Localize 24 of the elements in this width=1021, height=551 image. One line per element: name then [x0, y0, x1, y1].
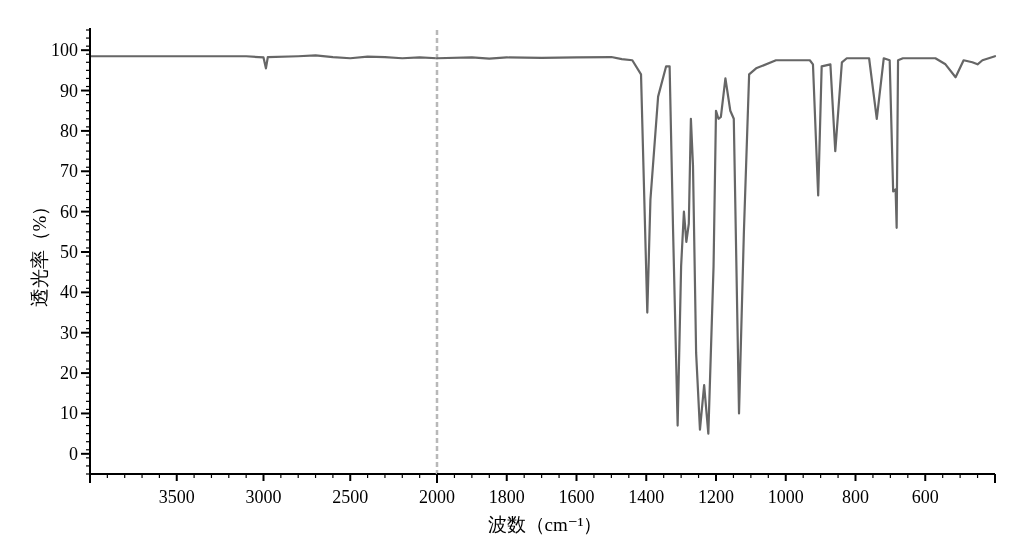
y-tick-label: 60 [60, 201, 78, 222]
x-tick-label: 1600 [558, 487, 595, 507]
y-tick-label: 10 [60, 403, 78, 424]
y-tick-label: 80 [60, 120, 78, 141]
y-tick-label: 0 [69, 443, 78, 464]
y-tick-label: 90 [60, 80, 78, 101]
y-tick-label: 20 [60, 363, 78, 384]
x-tick-label: 800 [842, 487, 869, 507]
y-tick-label: 100 [51, 40, 78, 61]
x-tick-label: 1400 [628, 487, 665, 507]
x-tick-label: 1200 [698, 487, 734, 507]
x-tick-label: 2500 [332, 487, 369, 507]
y-tick-label: 30 [60, 322, 78, 343]
x-tick-label: 3500 [158, 487, 195, 507]
x-tick-label: 1800 [488, 487, 525, 507]
x-tick-label: 2000 [419, 487, 455, 507]
x-tick-label: 1000 [767, 487, 804, 507]
y-axis-title: 透光率（%） [29, 196, 50, 308]
y-tick-label: 50 [60, 242, 78, 262]
y-tick-label: 70 [60, 161, 78, 182]
x-axis-title: 波数（cm⁻¹） [487, 514, 603, 535]
y-tick-label: 40 [60, 282, 78, 303]
x-tick-label: 3000 [245, 487, 282, 507]
x-tick-label: 600 [911, 487, 939, 507]
